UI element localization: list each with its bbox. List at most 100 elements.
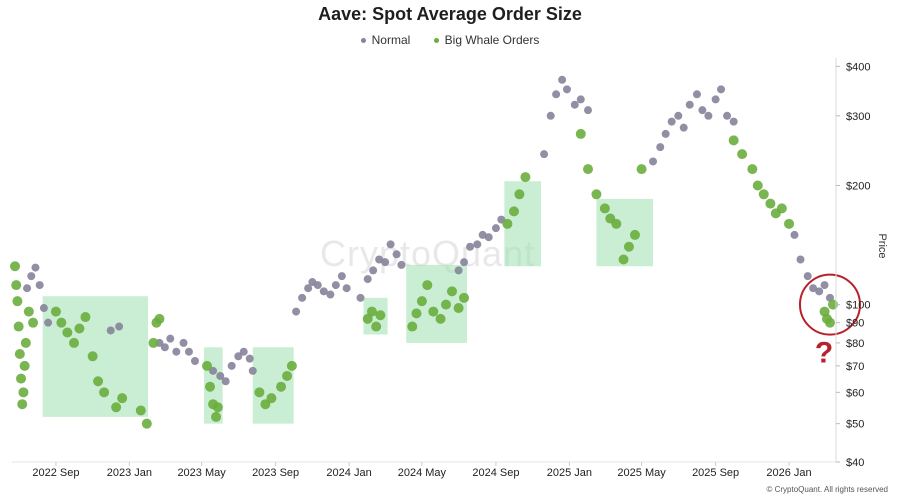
- x-axis-ticks: 2022 Sep 2023 Jan 2023 May 2023 Sep 2024 Jan…: [32, 462, 812, 479]
- highlight-circle-layer: [798, 273, 861, 336]
- whale-point-63: [618, 254, 629, 265]
- whale-point-72: [765, 198, 776, 209]
- data-points: [10, 75, 838, 429]
- normal-point-30: [331, 281, 340, 290]
- normal-point-45: [478, 230, 487, 239]
- normal-point-18: [227, 361, 236, 370]
- whale-point-71: [758, 189, 769, 200]
- normal-point-4: [39, 304, 48, 313]
- normal-point-46: [484, 233, 493, 242]
- whale-point-45: [416, 296, 427, 307]
- whale-point-18: [87, 351, 98, 362]
- whale-point-24: [141, 418, 152, 429]
- normal-point-29: [326, 290, 335, 299]
- whale-point-62: [611, 218, 622, 229]
- normal-point-33: [356, 293, 365, 302]
- whale-point-49: [440, 299, 451, 310]
- normal-point-41: [454, 266, 463, 275]
- normal-point-5: [44, 318, 53, 327]
- normal-point-0: [23, 284, 32, 293]
- whale-point-32: [212, 402, 223, 413]
- x-tick-label-3: 2023 Sep: [252, 467, 299, 479]
- whale-point-51: [453, 303, 464, 314]
- highlight-circle: [798, 273, 861, 336]
- whale-point-67: [728, 135, 739, 146]
- whale-point-21: [111, 402, 122, 413]
- normal-point-47: [491, 224, 500, 233]
- whale-point-14: [62, 327, 73, 338]
- x-tick-label-9: 2025 Sep: [692, 467, 739, 479]
- whale-point-60: [599, 203, 610, 214]
- y-tick-label-7: $60: [846, 387, 864, 399]
- highlight-box-2: [252, 347, 294, 424]
- normal-point-74: [809, 284, 818, 293]
- y-tick-label-3: $100: [846, 300, 870, 312]
- whale-point-48: [435, 313, 446, 324]
- normal-point-50: [546, 111, 555, 120]
- y-tick-label-5: $80: [846, 338, 864, 350]
- whale-point-12: [50, 306, 61, 317]
- normal-point-58: [656, 143, 665, 152]
- x-tick-label-5: 2024 May: [398, 467, 447, 479]
- normal-point-9: [160, 343, 169, 352]
- whale-point-8: [19, 360, 30, 371]
- whale-point-29: [205, 381, 216, 392]
- whale-point-9: [20, 337, 31, 348]
- normal-point-40: [397, 260, 406, 269]
- normal-point-64: [692, 90, 701, 99]
- y-tick-label-9: $40: [846, 457, 864, 469]
- legend-label-normal: Normal: [371, 33, 411, 47]
- normal-point-44: [473, 240, 482, 249]
- normal-point-36: [375, 255, 384, 264]
- normal-point-17: [221, 377, 230, 386]
- whale-point-50: [446, 286, 457, 297]
- whale-point-13: [56, 317, 67, 328]
- normal-point-31: [337, 272, 346, 281]
- normal-point-62: [679, 123, 688, 132]
- whale-point-41: [371, 321, 382, 332]
- whale-point-57: [575, 128, 586, 139]
- normal-point-43: [466, 242, 475, 251]
- annotation-question-mark: ?: [815, 337, 833, 370]
- legend-label-big-whale: Big Whale Orders: [444, 33, 540, 47]
- normal-point-60: [667, 117, 676, 126]
- normal-point-14: [190, 357, 199, 366]
- whale-point-68: [737, 149, 748, 160]
- normal-point-54: [570, 100, 579, 109]
- normal-point-71: [790, 230, 799, 239]
- whale-point-40: [366, 306, 377, 317]
- legend-item-big-whale[interactable]: Big Whale Orders: [433, 33, 540, 47]
- normal-point-53: [562, 85, 571, 94]
- legend-marker-normal: [360, 38, 366, 44]
- normal-point-63: [685, 100, 694, 109]
- normal-point-73: [803, 272, 812, 281]
- normal-point-3: [35, 281, 44, 290]
- whale-point-36: [276, 381, 287, 392]
- source-credit: © CryptoQuant. All rights reserved: [766, 485, 889, 494]
- whale-point-43: [407, 321, 418, 332]
- normal-point-16: [216, 371, 225, 380]
- normal-point-6: [106, 326, 115, 335]
- whale-point-65: [629, 229, 640, 240]
- normal-point-72: [796, 255, 805, 264]
- legend-item-normal[interactable]: Normal: [360, 33, 411, 47]
- normal-point-12: [179, 338, 188, 347]
- y-tick-label-8: $50: [846, 419, 864, 431]
- x-tick-label-0: 2022 Sep: [32, 467, 79, 479]
- normal-point-19: [234, 352, 243, 361]
- whale-point-15: [68, 337, 79, 348]
- whale-point-74: [776, 203, 787, 214]
- normal-point-2: [31, 263, 40, 272]
- whale-point-17: [80, 312, 91, 323]
- normal-point-22: [248, 366, 257, 375]
- whale-point-1: [11, 280, 22, 291]
- y-axis-title: Price: [876, 233, 888, 258]
- whale-point-70: [752, 180, 763, 191]
- whale-point-33: [254, 387, 265, 398]
- normal-point-55: [576, 95, 585, 104]
- whale-point-3: [13, 321, 24, 332]
- x-tick-label-10: 2026 Jan: [766, 467, 811, 479]
- normal-point-75: [815, 287, 824, 296]
- y-tick-label-2: $200: [846, 180, 870, 192]
- whale-point-0: [10, 261, 21, 272]
